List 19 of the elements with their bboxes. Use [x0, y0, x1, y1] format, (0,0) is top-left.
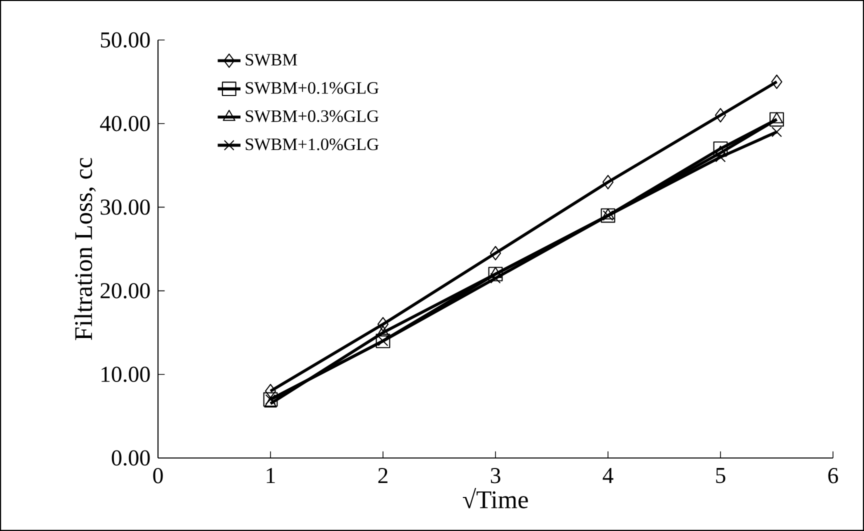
legend-label: SWBM+1.0%GLG: [246, 138, 379, 150]
y-tick-label: 0.00: [112, 450, 150, 466]
x-tick-label: 0: [153, 468, 163, 484]
legend-label: SWBM+0.3%GLG: [246, 110, 379, 122]
x-tick-label: 5: [716, 468, 726, 484]
y-tick-label: 50.00: [100, 32, 150, 48]
y-tick-label: 30.00: [100, 199, 150, 215]
y-axis-title: Filtration Loss, cc: [74, 158, 96, 340]
x-tick-label: 4: [602, 468, 614, 483]
x-tick-label: 3: [490, 468, 500, 484]
legend-label: SWBM+0.1%GLG: [246, 82, 379, 94]
y-tick-label: 20.00: [100, 283, 150, 298]
legend-label: SWBM: [246, 54, 298, 66]
x-tick-label: 6: [828, 468, 838, 484]
x-axis-title: √Time: [462, 488, 528, 508]
x-tick-label: 1: [266, 468, 275, 483]
y-tick-label: 10.00: [102, 366, 150, 382]
y-tick-label: 40.00: [100, 116, 150, 132]
x-tick-label: 2: [378, 468, 388, 484]
